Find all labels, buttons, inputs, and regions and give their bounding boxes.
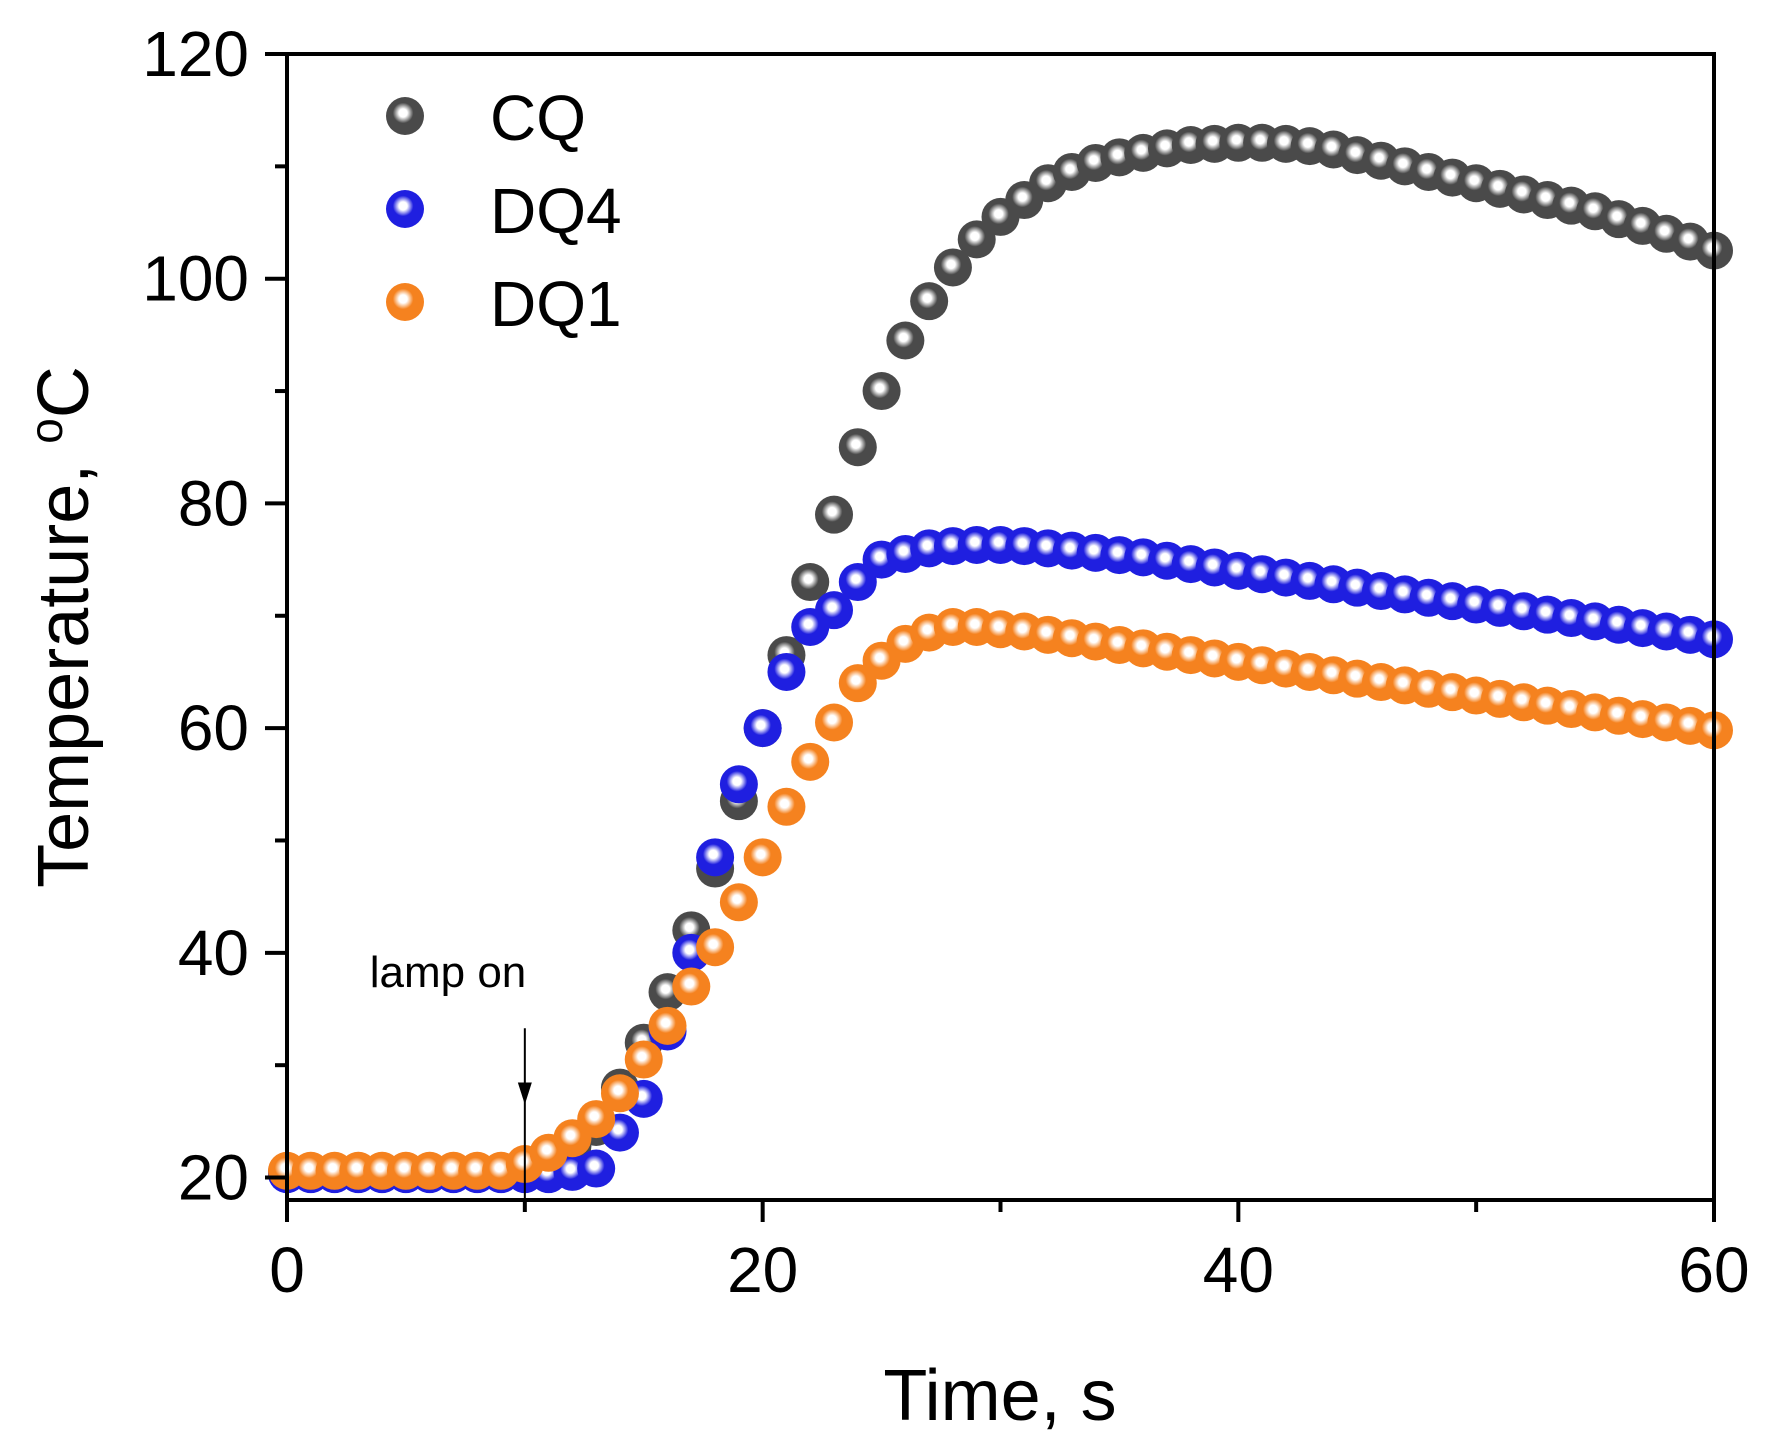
data-point-dq1 [648, 1006, 687, 1045]
data-point-dq1 [696, 928, 735, 967]
data-point-dq1 [791, 742, 830, 781]
y-tick-label: 80 [178, 467, 249, 539]
x-tick-label: 20 [727, 1234, 798, 1306]
data-point-cq [838, 428, 877, 467]
legend-marker-cq [386, 97, 424, 135]
legend-label-cq: CQ [490, 82, 586, 154]
y-axis-title: Temperature, oC [20, 366, 104, 888]
legend: CQ DQ4 DQ1 [386, 82, 622, 340]
data-point-dq4 [815, 591, 854, 630]
legend-label-dq4: DQ4 [490, 175, 622, 247]
data-point-cq [910, 282, 949, 321]
data-point-cq [791, 563, 830, 602]
data-point-dq4 [838, 563, 877, 602]
x-tick-label: 40 [1203, 1234, 1274, 1306]
y-tick-label: 40 [178, 917, 249, 989]
data-point-cq [862, 372, 901, 411]
y-axis-title-degree: o [20, 418, 72, 444]
data-point-dq1 [624, 1040, 663, 1079]
x-axis-title: Time, s [883, 1356, 1116, 1436]
legend-marker-dq4 [386, 190, 424, 228]
data-point-dq4 [719, 765, 758, 804]
data-point-dq1 [600, 1074, 639, 1113]
data-point-dq1 [815, 703, 854, 742]
lamp-on-arrow-head [517, 1082, 532, 1105]
data-point-dq1 [719, 883, 758, 922]
legend-marker-dq1 [386, 283, 424, 321]
x-tick-label: 60 [1678, 1234, 1749, 1306]
x-tick-label: 0 [269, 1234, 305, 1306]
data-point-cq [815, 495, 854, 534]
series-cq [268, 123, 1733, 1191]
data-point-dq1 [838, 664, 877, 703]
series-dq1 [268, 608, 1733, 1190]
data-point-dq1 [767, 787, 806, 826]
data-point-cq [957, 220, 996, 259]
data-point-dq1 [743, 838, 782, 877]
lamp-on-annotation: lamp on [370, 948, 532, 1200]
y-tick-label: 100 [142, 243, 249, 315]
y-axis-title-unit: C [24, 366, 104, 418]
data-point-dq4 [767, 652, 806, 691]
lamp-on-label: lamp on [370, 948, 527, 997]
y-tick-label: 120 [142, 18, 249, 90]
data-point-dq4 [743, 709, 782, 748]
axis-ticks: 0 20 40 60 20 40 60 80 100 120 [142, 18, 1749, 1306]
data-point-dq1 [672, 967, 711, 1006]
y-tick-label: 60 [178, 692, 249, 764]
y-axis-title-text: Temperature, [24, 444, 104, 888]
data-point-dq1 [577, 1100, 616, 1139]
data-point-cq [886, 321, 925, 360]
data-point-cq [933, 248, 972, 287]
data-point-dq4 [577, 1149, 616, 1188]
data-points-layer [268, 123, 1733, 1194]
data-point-dq4 [696, 838, 735, 877]
y-tick-label: 20 [178, 1142, 249, 1214]
legend-label-dq1: DQ1 [490, 268, 622, 340]
